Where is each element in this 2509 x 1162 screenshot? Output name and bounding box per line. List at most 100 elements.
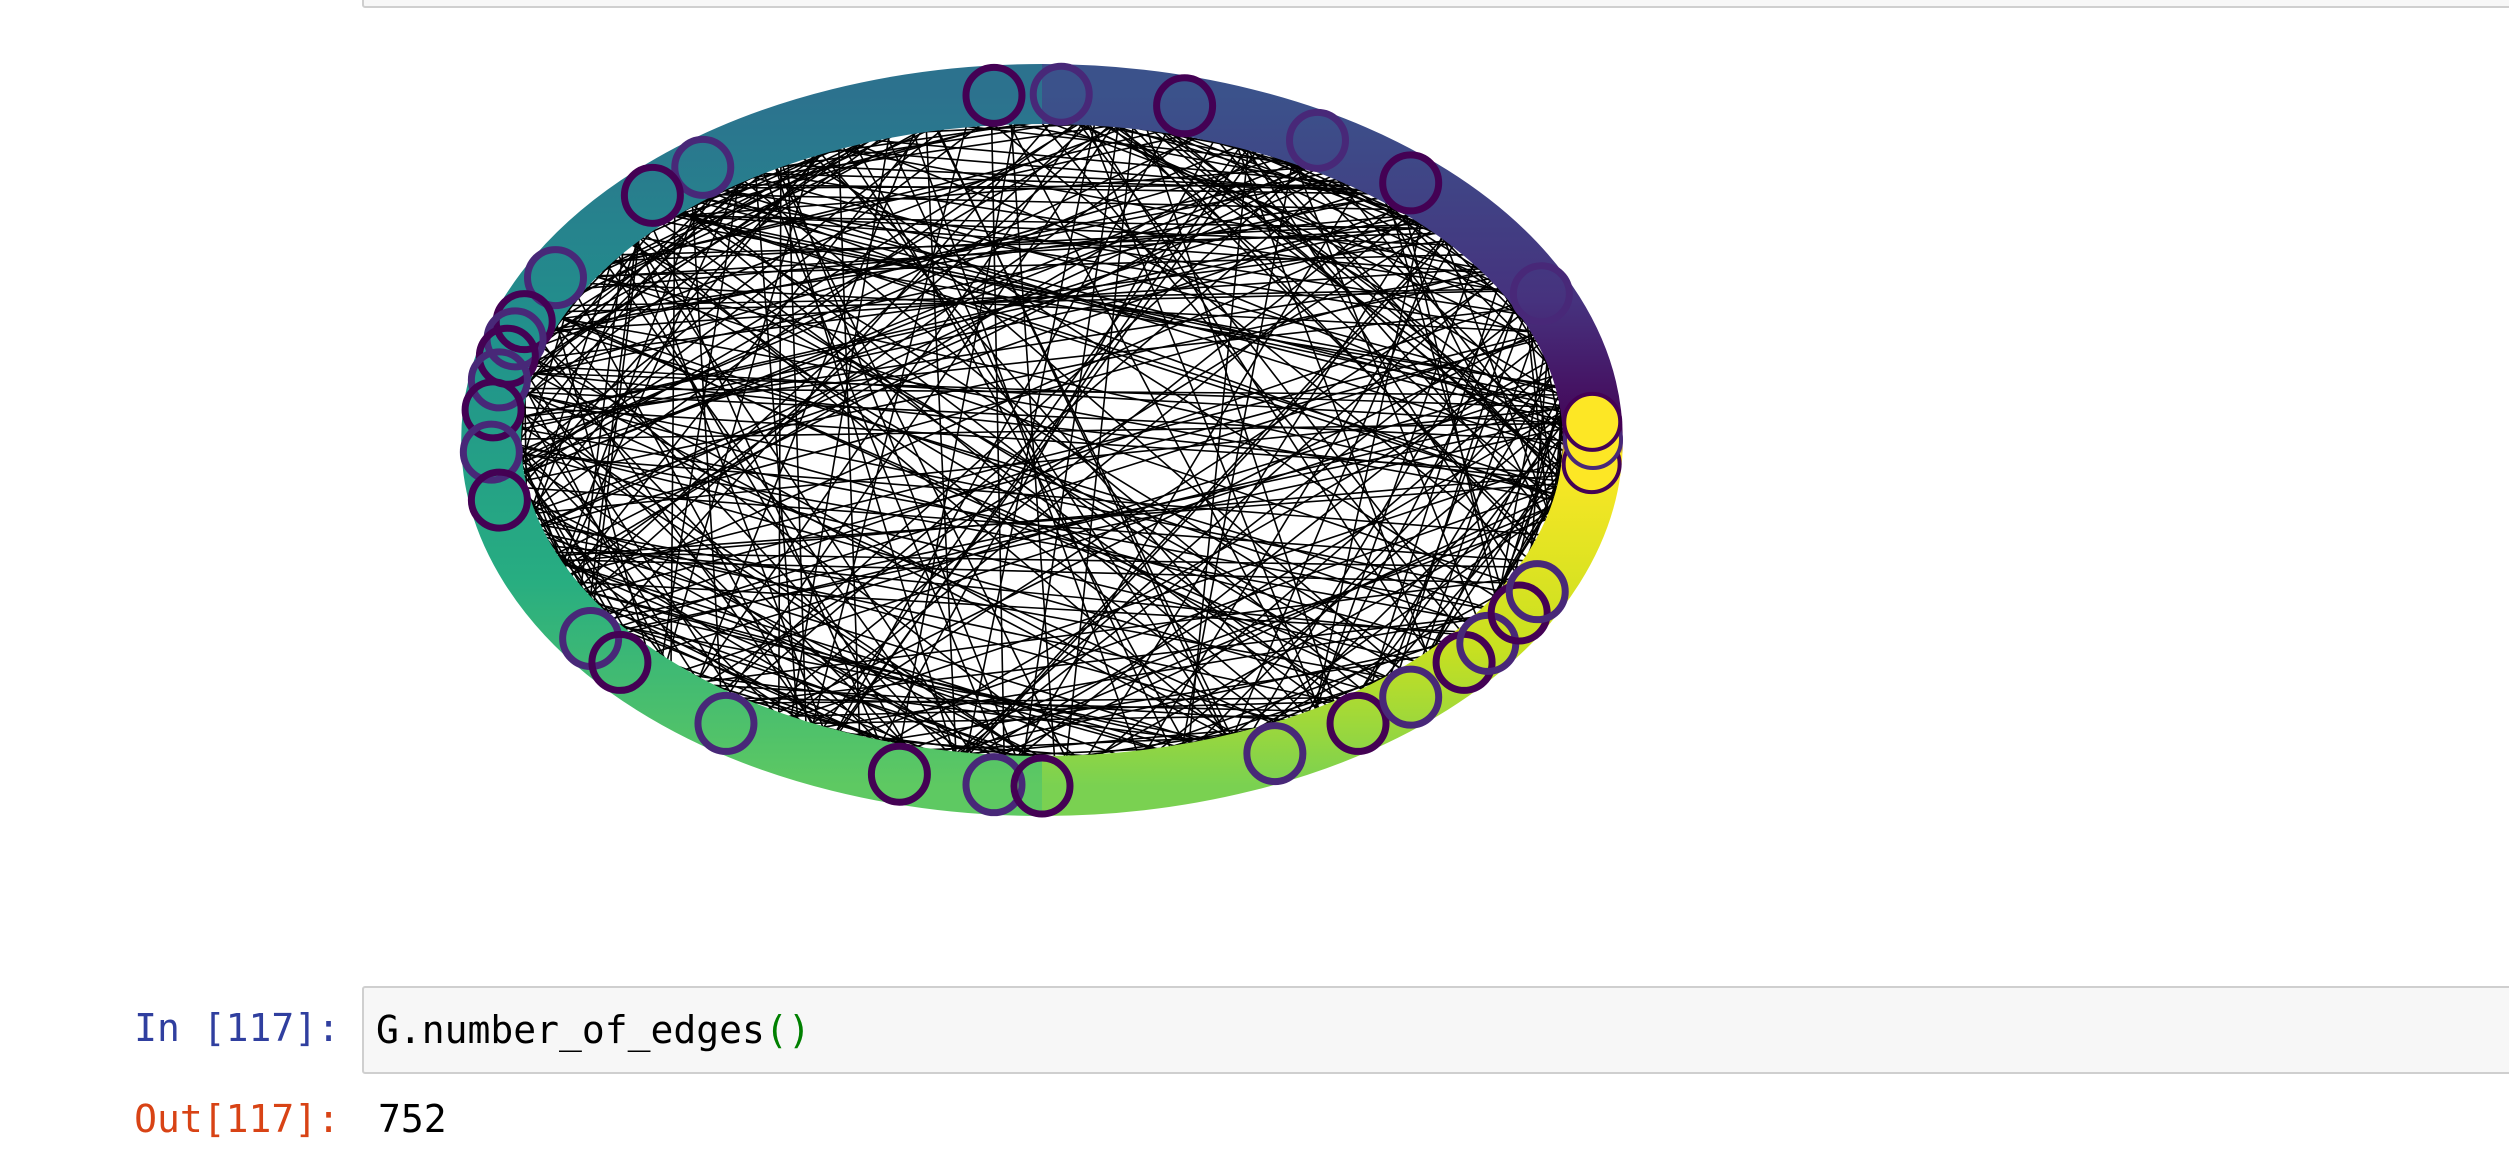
graph-edge [816,148,1309,719]
graph-edge [807,150,1406,674]
graph-edge [718,162,1311,696]
graph-edge [581,282,1539,333]
graph-edge [1492,418,1569,608]
graph-edge [777,160,782,719]
graph-edge [543,170,1334,337]
graph-edge [768,163,1375,192]
graph-edge [550,166,1322,558]
graph-edge [823,146,1490,271]
graph-edge [856,137,1364,186]
graph-edge [514,451,602,617]
graph-node [1243,722,1307,786]
graph-edge [550,482,1565,558]
graph-edge [515,449,1372,693]
graph-node [962,753,1026,817]
graph-node [1010,754,1074,818]
graph-edge [598,131,1199,267]
graph-edge [1368,280,1501,693]
graph-node [523,246,587,310]
graph-edge [687,200,1345,705]
graph-edge [516,213,1418,419]
graph-node [467,468,531,532]
graph-edge [600,301,1519,618]
graph-edge [517,406,1567,475]
graph-edge [661,165,1321,219]
graph-edge [1022,121,1120,762]
graph-edge [789,131,891,723]
graph-node [459,420,523,484]
graph-edge [514,440,783,721]
graph-edge [694,197,1539,334]
graph-edge [554,316,649,655]
graph-edge [1068,117,1547,347]
graph-node [1379,665,1443,729]
graph-edge [538,534,1214,746]
graph-edge [1212,134,1552,524]
graph-edge [538,343,1083,762]
graph-node [1509,262,1573,326]
graph-edge [706,190,1561,501]
graph-edge [555,315,1394,681]
graph-edge [1127,121,1539,551]
graph-node-markers [459,62,1623,818]
graph-edge [1353,416,1569,701]
graph-edge [534,172,1339,529]
output-prompt: Out[117]: [134,1097,340,1141]
graph-edge [796,154,1501,601]
graph-edge [1527,315,1558,510]
graph-edge [964,235,1451,760]
graph-edge [514,422,1569,440]
graph-edge [1498,392,1565,601]
graph-node [1505,560,1569,624]
graph-edge [839,142,1230,742]
network-graph-svg [459,62,1623,818]
graph-edge [633,235,1562,388]
graph-edge [772,700,1350,718]
graph-edge [773,162,1069,762]
graph-node [694,691,758,755]
graph-edge [736,615,1484,704]
graph-edge [525,372,738,703]
graph-node [588,630,652,694]
graph-edge [552,558,1028,763]
graph-node [962,63,1026,127]
graph-edge [529,515,1291,725]
graph-node [671,135,735,199]
graph-edge [576,213,1419,290]
network-graph-figure [362,40,1722,920]
graph-edge [605,619,1054,763]
graph-edge [552,559,1128,759]
graph-edge [528,118,1083,514]
graph-node [1326,691,1390,755]
graph-edge [518,130,892,403]
graph-edge [517,119,988,477]
graph-edge [1242,141,1520,578]
graph-edge [1150,124,1507,289]
graph-edge [586,601,1026,763]
graph-edge [1162,125,1569,456]
graph-node [1286,108,1349,172]
graph-edge [1091,118,1423,218]
graph-edge [526,372,1567,409]
code-input-area[interactable]: G.number_of_edges() [362,986,2509,1074]
graph-edge [660,176,741,663]
graph-edge [898,118,1017,751]
graph-edge [779,160,1019,762]
graph-edge [573,587,1189,751]
input-prompt: In [117]: [134,1006,340,1050]
graph-edge [678,205,1296,724]
graph-edge [516,465,674,671]
graph-edge [514,443,1423,664]
graph-edge [520,391,1570,442]
previous-cell-input-area[interactable] [362,0,2509,8]
graph-edge [691,199,722,696]
graph-edge [1261,430,1570,734]
graph-node [1153,74,1217,138]
graph-node [867,742,931,806]
graph-edge [548,551,1527,568]
graph-edge [671,210,1562,498]
graph-edge [786,117,1066,160]
graph-node [1379,151,1443,215]
graph-edge [1087,501,1560,762]
